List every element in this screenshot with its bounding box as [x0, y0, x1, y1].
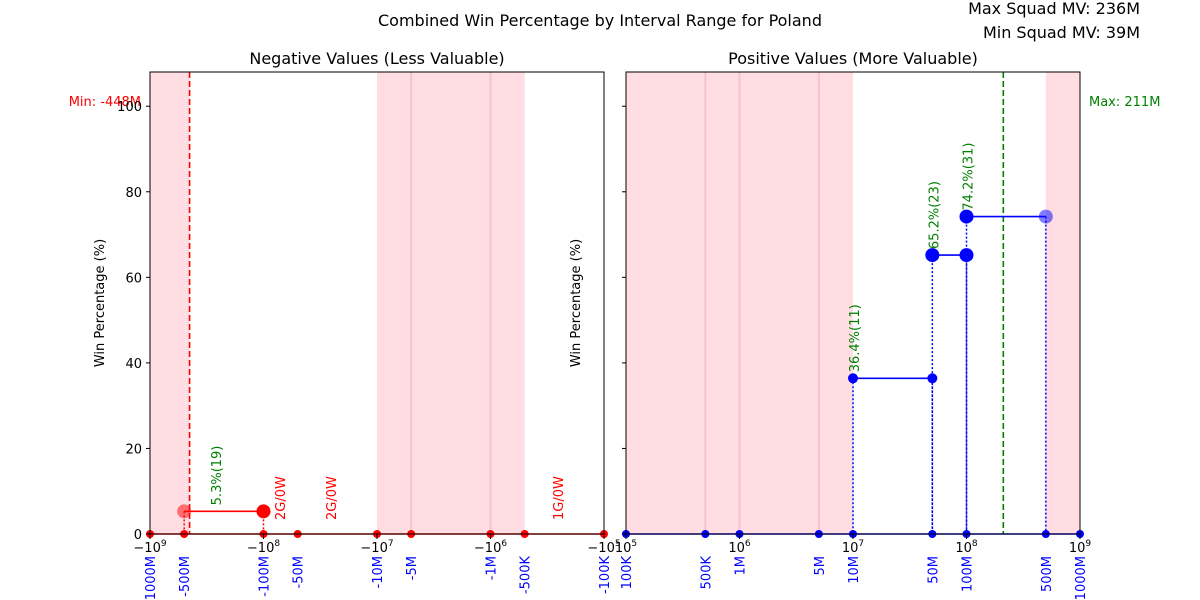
interval-tick-label-5: 50M	[926, 556, 941, 584]
interval-tick-label-5: -5M	[405, 556, 420, 580]
x-tick-label-2: 107	[842, 539, 864, 556]
series-point-left-2	[959, 209, 974, 224]
interval-tick-label-3: -50M	[292, 556, 307, 588]
x-tick-label-0: −109	[133, 539, 166, 556]
figure-title: Combined Win Percentage by Interval Rang…	[378, 11, 822, 30]
interval-tick-label-2: -100M	[258, 556, 273, 597]
zero-annotation-1: 2G/0W	[325, 476, 340, 520]
interval-tick-label-8: 1000M	[1074, 556, 1089, 600]
panel-title: Positive Values (More Valuable)	[728, 49, 978, 68]
x-tick-label-2: −107	[360, 539, 393, 556]
y-tick-label-2: 40	[125, 357, 142, 372]
x-tick-label-1: 106	[728, 539, 751, 556]
interval-tick-label-1: -500M	[178, 556, 193, 597]
min-squad-mv: Min Squad MV: 39M	[983, 23, 1140, 42]
zero-annotation-2: 1G/0W	[552, 476, 567, 520]
panel-title: Negative Values (Less Valuable)	[249, 49, 504, 68]
y-tick-label-5: 100	[117, 100, 142, 115]
series-point-right-0	[256, 504, 271, 519]
interval-tick-label-4: -10M	[371, 556, 386, 588]
shaded-band-1	[1045, 72, 1080, 534]
interval-tick-label-8: -100K	[598, 556, 613, 595]
shaded-band-1	[377, 72, 525, 534]
positive-panel: Max: 211M 36.4%(11) 65.2%(23) 74.2%(31) Posi…	[569, 49, 1160, 600]
series-label-0: 5.3%(19)	[210, 446, 225, 506]
series-point-right-1	[959, 248, 974, 263]
series-point-left-0	[848, 373, 858, 384]
max-squad-mv: Max Squad MV: 236M	[968, 0, 1140, 18]
y-tick-label-0: 0	[134, 528, 142, 543]
y-tick-label-1: 20	[125, 442, 142, 457]
interval-tick-label-6: -1M	[485, 556, 500, 580]
reference-label: Max: 211M	[1089, 95, 1160, 110]
series-point-left-1	[925, 248, 940, 263]
y-tick-label-3: 60	[125, 271, 142, 286]
series-label-2: 74.2%(31)	[962, 143, 977, 211]
x-tick-label-3: 108	[955, 539, 978, 556]
series-label-0: 36.4%(11)	[848, 304, 863, 372]
interval-tick-label-3: 5M	[813, 556, 828, 576]
series-point-right-2	[1038, 209, 1053, 224]
series-point-left-0	[177, 504, 192, 519]
x-tick-label-0: 105	[615, 539, 637, 556]
interval-tick-label-4: 10M	[847, 556, 862, 584]
y-tick-label-4: 80	[125, 186, 142, 201]
shaded-band-0	[150, 72, 190, 534]
interval-tick-label-6: 100M	[961, 556, 976, 592]
interval-tick-label-7: 500M	[1040, 556, 1055, 592]
x-tick-label-3: −106	[474, 539, 507, 556]
series-point-right-0	[927, 373, 938, 384]
y-axis-label: Win Percentage (%)	[569, 239, 584, 367]
interval-tick-label-7: -500K	[519, 556, 534, 595]
x-tick-label-1: −108	[247, 539, 280, 556]
x-tick-label-4: −105	[587, 539, 620, 556]
interval-tick-label-0: -1000M	[144, 556, 159, 600]
interval-tick-label-0: 100K	[620, 556, 635, 590]
negative-panel: Min: -448M 5.3%(19) 2G/0W 2G/0W 1G/0W Negativ…	[69, 49, 621, 600]
reference-label: Min: -448M	[69, 95, 141, 110]
zero-annotation-0: 2G/0W	[274, 476, 289, 520]
interval-tick-label-1: 500K	[699, 556, 714, 590]
y-axis-label: Win Percentage (%)	[93, 239, 108, 367]
series-label-1: 65.2%(23)	[927, 181, 942, 249]
interval-tick-label-2: 1M	[734, 556, 749, 576]
x-tick-label-4: 109	[1069, 539, 1092, 556]
